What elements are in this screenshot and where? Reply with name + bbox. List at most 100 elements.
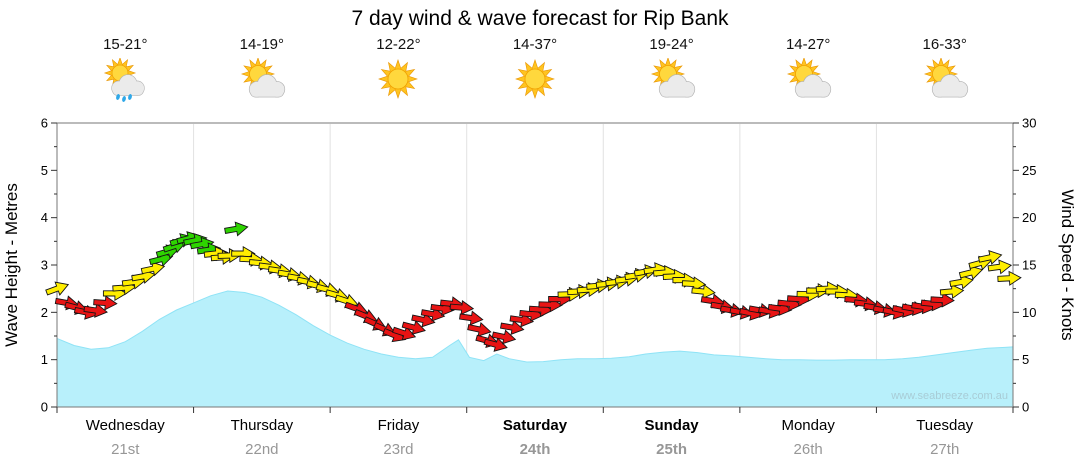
sun-cloud-icon xyxy=(650,58,695,98)
day-date: 22nd xyxy=(245,441,279,458)
day-name: Thursday xyxy=(230,417,294,434)
left-tick-label: 1 xyxy=(41,352,48,367)
wind-arrow xyxy=(467,321,492,337)
axis-ticks xyxy=(51,122,1019,413)
right-tick-label: 25 xyxy=(1022,163,1036,178)
day-temp-range: 14-19° xyxy=(239,36,285,53)
sun-cloud-rain-icon xyxy=(104,58,145,102)
wind-arrow xyxy=(499,320,525,335)
wind-arrow xyxy=(987,259,1013,275)
wind-arrow xyxy=(459,310,484,326)
watermark: www.seabreeze.com.au xyxy=(890,390,1008,402)
wind-arrow xyxy=(681,276,707,292)
day-label-sunday: Sunday 25th xyxy=(604,417,740,458)
right-tick-label: 30 xyxy=(1022,116,1036,131)
day-column-monday: 14-27° xyxy=(740,36,876,104)
day-temp-range: 19-24° xyxy=(649,36,694,53)
page-title: 7 day wind & wave forecast for Rip Bank xyxy=(351,7,729,30)
day-label-wednesday: Wednesday 21st xyxy=(57,417,193,458)
day-label-thursday: Thursday 22nd xyxy=(194,417,330,458)
day-column-thursday: 14-19° xyxy=(194,36,330,104)
day-name: Tuesday xyxy=(916,417,974,434)
wind-arrow xyxy=(949,274,974,290)
wind-arrow xyxy=(449,300,475,316)
day-name: Wednesday xyxy=(85,417,165,434)
sun-cloud-icon xyxy=(240,58,285,98)
right-tick-label: 0 xyxy=(1022,400,1029,415)
wind-arrow xyxy=(411,312,436,328)
day-temp-range: 14-27° xyxy=(785,36,831,53)
left-tick-label: 2 xyxy=(41,305,48,320)
wind-arrow xyxy=(491,329,517,345)
sun-icon xyxy=(378,59,419,99)
right-axis-title: Wind Speed - Knots xyxy=(1058,189,1077,340)
wind-arrow xyxy=(83,302,108,318)
wind-arrow xyxy=(930,292,955,308)
wind-arrow xyxy=(45,281,70,296)
day-temp-range: 16-33° xyxy=(922,36,967,53)
day-date: 25th xyxy=(656,441,687,458)
axis-tick-labels: 0 1 2 3 4 5 6 0 5 10 15 20 25 30 xyxy=(41,116,1037,415)
day-date: 26th xyxy=(793,441,823,458)
wind-arrows xyxy=(45,221,1022,352)
chart-generated-content: 0 1 2 3 4 5 6 0 5 10 15 20 25 30 xyxy=(41,116,1037,415)
left-tick-label: 6 xyxy=(41,116,48,131)
weather-icon-sun-cloud-rain xyxy=(57,58,193,104)
weather-icon-sun-cloud xyxy=(604,58,740,104)
day-name: Friday xyxy=(377,417,420,434)
weather-icon-sun-cloud xyxy=(194,58,330,104)
day-column-wednesday: 15-21° xyxy=(57,36,193,104)
day-date: 24th xyxy=(519,441,551,458)
day-date: 27th xyxy=(930,441,960,458)
left-tick-label: 5 xyxy=(41,163,48,178)
day-temp-range: 12-22° xyxy=(376,36,421,53)
day-label-saturday: Saturday 24th xyxy=(467,417,603,458)
sun-cloud-icon xyxy=(787,58,832,98)
wind-arrow xyxy=(420,306,446,322)
right-tick-label: 5 xyxy=(1022,352,1029,367)
left-tick-label: 3 xyxy=(41,258,48,273)
right-tick-label: 15 xyxy=(1022,258,1036,273)
wind-arrow xyxy=(401,320,426,335)
day-column-saturday: 14-37° xyxy=(467,36,603,104)
left-tick-label: 0 xyxy=(41,400,48,415)
wind-arrow xyxy=(958,265,984,280)
wind-arrow xyxy=(483,337,508,352)
weather-icon-sun xyxy=(467,58,603,104)
day-date: 21st xyxy=(111,441,140,458)
rain-drops xyxy=(116,94,133,102)
wind-arrow xyxy=(224,221,249,237)
day-label-monday: Monday 26th xyxy=(740,417,876,458)
wind-arrow xyxy=(140,261,166,277)
day-temp-range: 14-37° xyxy=(512,36,558,53)
right-tick-label: 10 xyxy=(1022,305,1036,320)
left-axis-title: Wave Height - Metres xyxy=(2,183,21,347)
wind-arrow xyxy=(997,270,1022,286)
axes: 0 1 2 3 4 5 6 0 5 10 15 20 25 30 xyxy=(41,116,1037,415)
day-column-tuesday: 16-33° xyxy=(877,36,1013,104)
right-tick-label: 20 xyxy=(1022,210,1036,225)
wave-height-area xyxy=(57,291,1013,407)
weather-icon-sun xyxy=(330,58,466,104)
sun-icon xyxy=(515,59,555,99)
wind-arrow xyxy=(691,283,716,300)
wind-arrow xyxy=(392,325,417,341)
left-tick-label: 4 xyxy=(41,210,48,225)
weather-icon-sun-cloud xyxy=(877,58,1013,104)
day-label-friday: Friday 23rd xyxy=(330,417,466,458)
weather-icon-sun-cloud xyxy=(740,58,876,104)
day-date: 23rd xyxy=(383,441,414,458)
wind-arrow xyxy=(93,295,118,311)
day-label-tuesday: Tuesday 27th xyxy=(877,417,1013,458)
day-name: Sunday xyxy=(644,417,699,434)
sun-cloud-icon xyxy=(923,58,968,98)
day-name: Saturday xyxy=(502,417,568,434)
day-column-sunday: 19-24° xyxy=(604,36,740,104)
wave-height-line xyxy=(56,290,1014,363)
wind-arrow xyxy=(977,249,1003,265)
day-temp-range: 15-21° xyxy=(103,36,148,53)
wind-arrow xyxy=(509,312,535,328)
day-column-friday: 12-22° xyxy=(330,36,466,104)
